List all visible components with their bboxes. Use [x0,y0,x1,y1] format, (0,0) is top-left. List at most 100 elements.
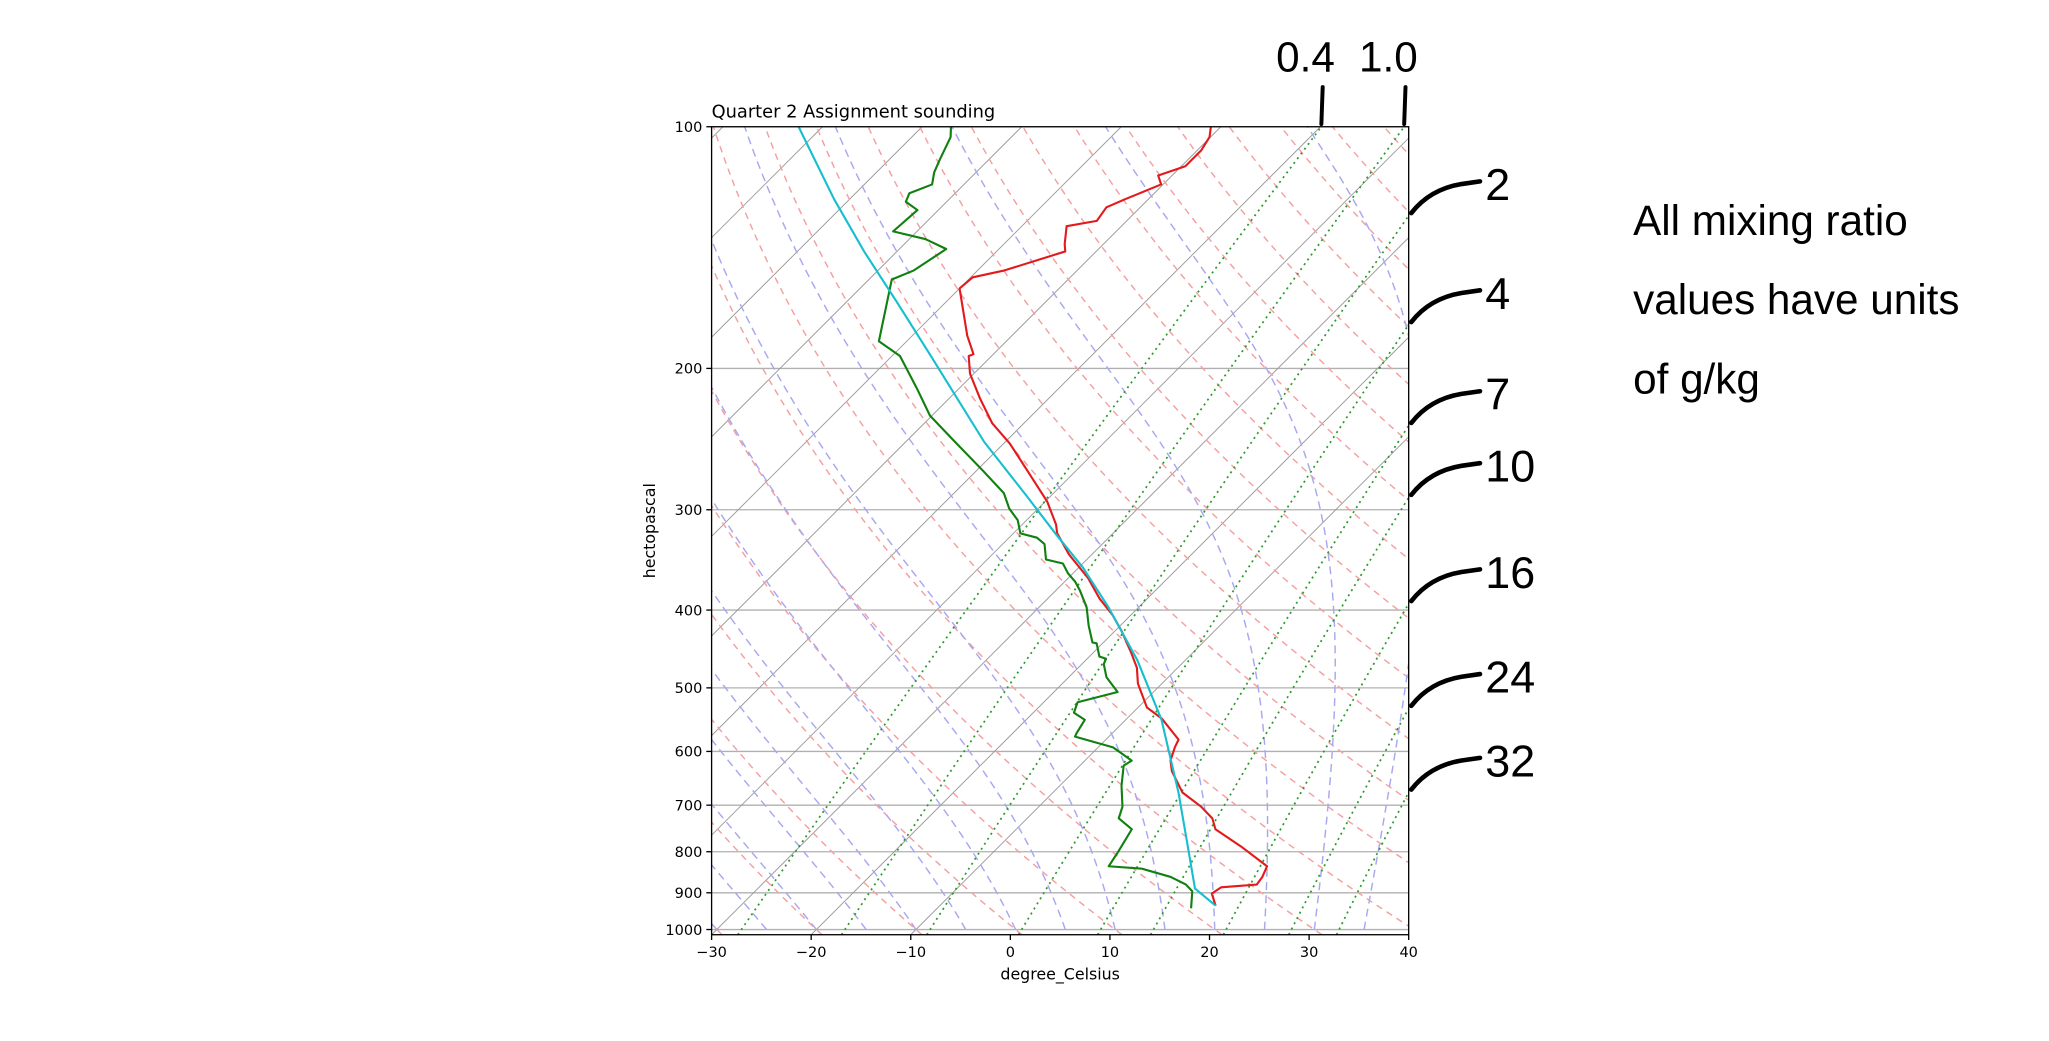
dry-adiabat [764,126,1409,864]
mixing-ratio-line [1149,495,1409,935]
annotation-stroke [1409,567,1483,604]
dry-adiabat [1073,126,1409,502]
y-tick-label: 500 [675,681,703,697]
dry-adiabat [1539,127,2049,935]
dry-adiabat [711,718,923,935]
isotherm [0,127,424,935]
y-tick-label: 800 [675,845,703,861]
isotherm [711,126,923,338]
dry-adiabat [711,613,1023,935]
annotation-stroke [1319,85,1325,127]
moist-adiabat [711,738,867,930]
chart-title: Quarter 2 Assignment sounding [712,102,996,123]
moist-adiabat [743,126,1166,930]
mixing-ratio-line [840,126,1405,935]
dry-adiabat [919,126,1409,679]
plot-frame [710,126,1410,936]
x-tick-label: 30 [1300,945,1318,961]
moist-adiabat [711,497,1017,930]
annotation-stroke [1409,388,1483,426]
mixing-ratio-line [1096,423,1409,935]
moist-adiabat [711,238,1116,930]
isotherm [910,436,1409,935]
mixing-ratio-label: 2 [1485,159,1510,210]
moist-adiabat [834,126,1216,930]
mixing-ratio-label: 32 [1485,735,1535,786]
mixing-ratio-label: 7 [1485,369,1510,420]
y-tick-label: 400 [675,603,703,619]
isotherm [0,127,623,935]
x-tick-label: 0 [1006,945,1015,961]
isotherm [711,137,1409,836]
mixing-ratio-line [737,126,1323,935]
isotherm [711,126,1122,538]
moist-adiabat [711,863,768,931]
moist-adiabat [1306,126,1409,930]
annotation-stroke [1409,671,1483,709]
isotherm [0,127,325,935]
isotherm [810,336,1409,935]
dry-adiabat [1590,127,2049,935]
profiles [797,126,1269,909]
mixing-ratio-label: 24 [1485,652,1535,703]
moist-adiabat [951,126,1269,930]
annotation-stroke [1409,179,1483,216]
mixing-ratio-label: 0.4 [1276,33,1335,80]
dry-adiabat [1383,126,1409,156]
x-tick-label: 20 [1200,945,1218,961]
isotherm [0,127,524,935]
moist-adiabat [1104,126,1336,930]
mixing-ratio-line [1287,706,1409,935]
moist-adiabat [711,589,967,930]
mixing-ratio-line [926,214,1409,935]
x-tick-label: −10 [895,945,926,961]
mixing-ratio-label: 10 [1485,441,1535,492]
note-line: values have units [1633,276,1959,323]
note-line: All mixing ratio [1633,197,1908,244]
profile-line [958,126,1269,907]
mixing-ratio-line [1335,790,1409,935]
note-line: of g/kg [1633,355,1760,402]
moist-adiabat [711,385,1067,930]
y-tick-label: 1000 [665,923,702,939]
y-tick-label: 600 [675,745,703,761]
dry-adiabat [1280,126,1409,271]
isotherm [711,126,1321,737]
annotation-stroke [1402,85,1408,127]
moist-adiabat [1414,127,1540,930]
dry-adiabat [815,126,1409,802]
dry-adiabat [1436,127,2049,935]
dry-adiabat [1487,127,2049,935]
moist-adiabat [711,922,718,931]
mixing-ratio-label: 16 [1485,547,1535,598]
dry-adiabat [867,126,1409,740]
profile-line [877,126,1194,909]
moist-adiabat [711,802,817,930]
x-tick-label: −20 [796,945,827,961]
mixing-ratio-line [1017,323,1409,935]
annotation-stroke [1409,460,1483,498]
dry-adiabat [1022,126,1409,560]
isotherm [711,126,1222,637]
profile-line [797,126,1217,907]
y-axis-label: hectopascal [640,483,659,578]
dry-adiabat [711,821,823,935]
dry-adiabat [711,923,723,935]
mixing-ratio-line [1222,601,1409,935]
dry-adiabat [711,264,1323,935]
x-tick-label: 10 [1101,945,1119,961]
isotherm [711,126,1022,438]
y-tick-label: 200 [675,362,703,378]
background-lines [0,126,2049,935]
mixing-ratio-label: 1.0 [1359,33,1418,80]
dry-adiabat [970,126,1409,620]
x-tick-label: 40 [1399,945,1417,961]
y-tick-label: 700 [675,798,703,814]
x-tick-label: −30 [696,945,727,961]
y-tick-label: 100 [675,120,703,136]
annotation-stroke [1409,288,1483,325]
dry-adiabat [1177,126,1409,386]
